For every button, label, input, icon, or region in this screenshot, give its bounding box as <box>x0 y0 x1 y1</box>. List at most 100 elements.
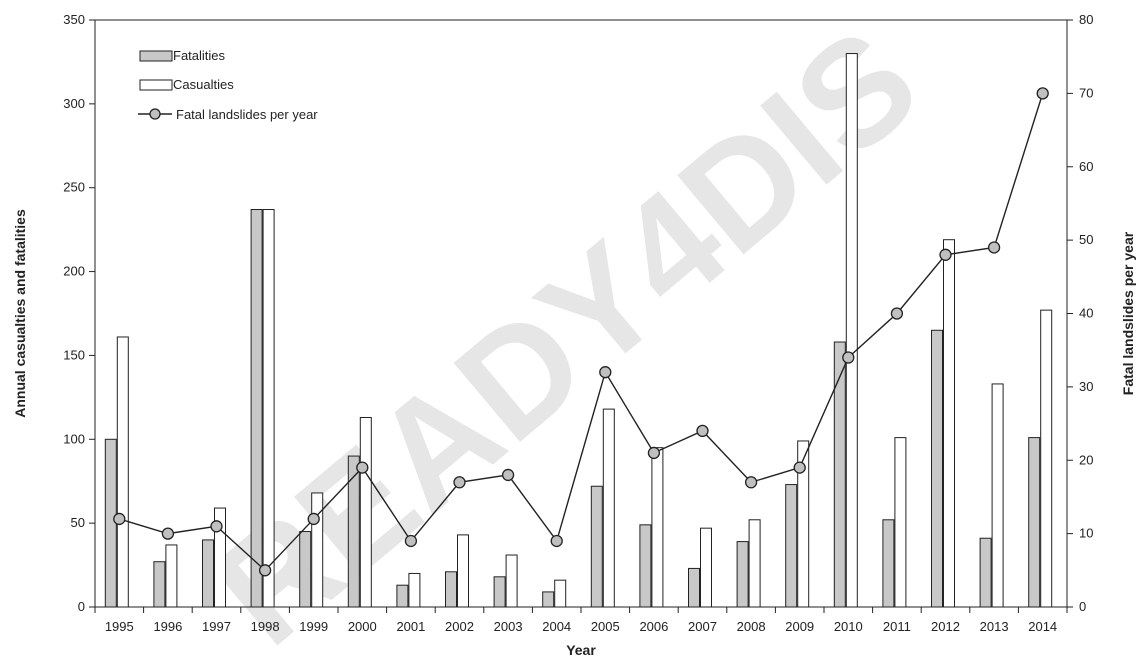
legend: Fatalities Casualties Fatal landslides per… <box>138 48 318 122</box>
fatalities-bar <box>882 519 895 608</box>
legend-fatal-landslides-label: Fatal landslides per year <box>176 107 318 122</box>
y-tick-label: 350 <box>63 12 85 27</box>
axes-layer: 0 50 100 150 200 250 300 350 0 10 20 30 40 50 60 70 80 19… <box>12 12 1136 658</box>
y-tick-label: 100 <box>63 431 85 446</box>
fatalities-bar <box>445 571 457 608</box>
fatal-landslides-point <box>842 351 855 364</box>
legend-casualties-label: Casualties <box>173 77 234 92</box>
fatal-landslides-point <box>210 520 223 533</box>
x-tick-label: 2001 <box>396 619 425 634</box>
fatalities-bar <box>153 561 166 608</box>
casualties-bar <box>700 527 712 608</box>
fatalities-bar <box>931 329 943 608</box>
x-tick-label: 1995 <box>105 619 134 634</box>
fatal-landslides-point <box>113 512 126 526</box>
fatal-landslides-point <box>307 512 320 526</box>
x-tick-label: 2011 <box>883 619 911 634</box>
y-tick-label: 250 <box>63 180 85 195</box>
legend-casualties-swatch <box>139 79 173 91</box>
fatalities-bar <box>688 567 700 608</box>
y2-tick-label: 20 <box>1079 452 1093 467</box>
casualties-bar <box>116 336 129 608</box>
fatalities-bar <box>639 524 652 608</box>
y-tick-label: 0 <box>78 599 85 614</box>
x-axis-title: Year <box>566 642 596 658</box>
y2-tick-label: 10 <box>1079 526 1093 541</box>
casualties-bar <box>748 519 761 608</box>
fatal-landslides-point <box>161 527 175 540</box>
fatal-landslides-line <box>119 93 1044 572</box>
casualties-bar <box>262 209 275 608</box>
legend-line-marker <box>149 108 161 120</box>
casualties-bar <box>165 544 178 608</box>
fatalities-bar <box>736 541 749 608</box>
x-tick-label: 2002 <box>445 619 474 634</box>
bars-layer <box>104 53 1053 608</box>
casualties-bar <box>991 383 1004 608</box>
y2-tick-label: 70 <box>1079 85 1093 100</box>
x-tick-label: 2004 <box>542 619 571 634</box>
fatal-landslides-point <box>599 366 612 379</box>
fatalities-bar <box>785 484 798 608</box>
fatalities-bar <box>1028 437 1041 608</box>
y2-tick-label: 40 <box>1079 306 1093 321</box>
casualties-bar <box>602 408 615 608</box>
casualties-bar <box>359 416 372 608</box>
fatal-landslides-point <box>550 534 563 548</box>
x-tick-label: 2003 <box>494 619 523 634</box>
casualties-bar <box>797 440 810 608</box>
x-tick-label: 1996 <box>153 619 182 634</box>
fatalities-bar <box>833 341 846 608</box>
x-tick-label: 2010 <box>834 619 863 634</box>
fatal-landslides-point <box>793 461 806 474</box>
x-tick-label: 1998 <box>251 619 280 634</box>
x-tick-label: 2006 <box>639 619 668 634</box>
casualties-bar <box>505 554 518 608</box>
fatal-landslides-point <box>744 476 758 489</box>
watermark-layer: READY4DIS <box>182 0 948 667</box>
x-tick-label: 2009 <box>785 619 814 634</box>
x-tick-label: 1999 <box>299 619 328 634</box>
y-axis-title: Annual casualties and fatalities <box>12 209 28 418</box>
x-tick-label: 1997 <box>202 619 231 634</box>
fatal-landslides-point <box>647 446 661 460</box>
fatal-landslides-point <box>987 241 1001 254</box>
watermark-text: READY4DIS <box>182 0 948 662</box>
fatal-landslides-point <box>501 468 515 482</box>
casualties-bar <box>311 492 324 608</box>
legend-fatalities-swatch <box>139 50 173 62</box>
fatal-landslides-point <box>453 476 466 489</box>
fatalities-bar <box>542 591 555 608</box>
x-tick-label: 2007 <box>688 619 717 634</box>
line-layer <box>113 87 1049 577</box>
casualties-bar <box>651 447 664 608</box>
fatalities-bar <box>250 209 263 608</box>
fatalities-bar <box>299 531 312 608</box>
casualties-bar <box>894 437 907 608</box>
casualties-bar <box>845 53 858 608</box>
y2-tick-label: 0 <box>1079 599 1086 614</box>
fatal-landslides-point <box>1036 87 1049 100</box>
y2-tick-label: 80 <box>1079 12 1093 27</box>
casualties-bar <box>408 572 421 608</box>
fatalities-bar <box>104 438 117 608</box>
y2-tick-label: 50 <box>1079 232 1093 247</box>
fatal-landslides-point <box>404 534 418 548</box>
y2-tick-label: 30 <box>1079 379 1093 394</box>
x-tick-label: 2000 <box>348 619 377 634</box>
fatal-landslides-point <box>258 564 272 577</box>
x-tick-label: 2013 <box>980 619 1009 634</box>
x-tick-label: 2012 <box>931 619 960 634</box>
fatalities-bar <box>396 584 409 608</box>
fatal-landslides-point <box>890 307 904 320</box>
fatalities-bar <box>979 537 992 608</box>
legend-fatalities-label: Fatalities <box>173 48 226 63</box>
fatalities-bar <box>202 539 214 608</box>
x-tick-label: 2008 <box>737 619 766 634</box>
fatalities-bar <box>590 485 603 608</box>
casualties-bar <box>214 507 226 608</box>
y-tick-label: 50 <box>71 515 85 530</box>
x-tick-label: 2005 <box>591 619 620 634</box>
x-tick-label: 2014 <box>1028 619 1057 634</box>
casualties-bar <box>457 534 469 608</box>
